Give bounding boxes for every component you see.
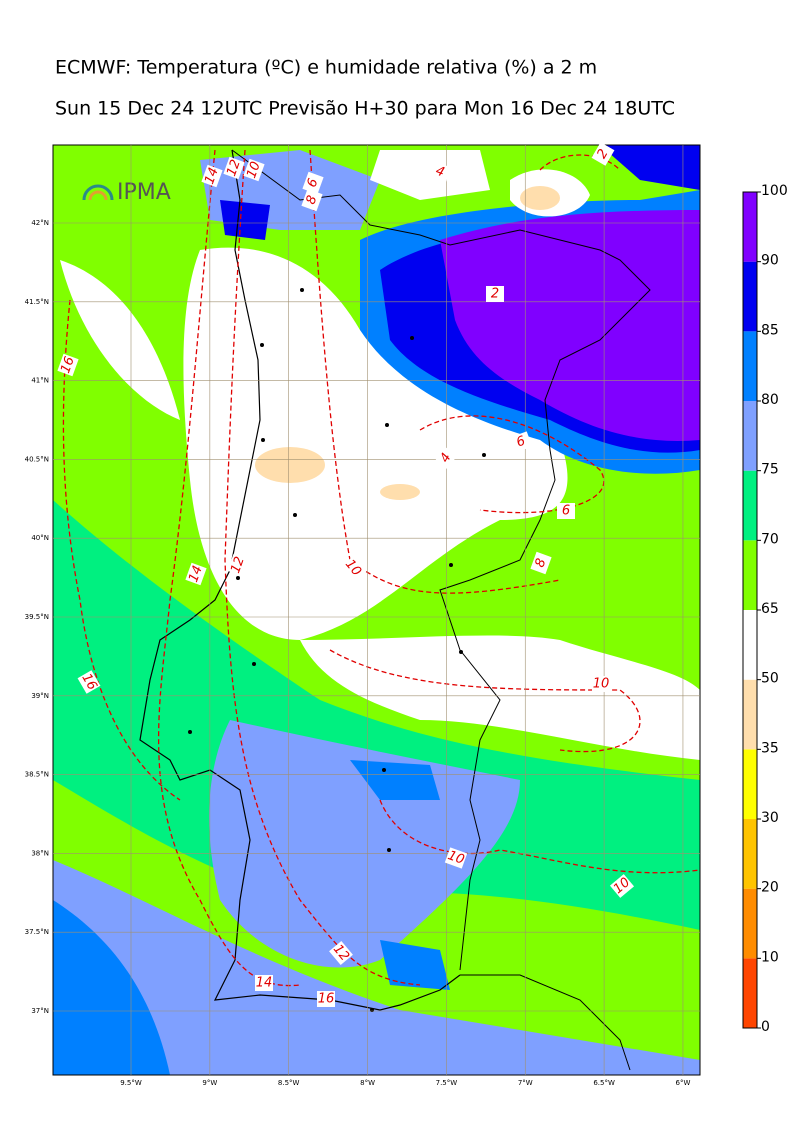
subtitle: Sun 15 Dec 24 12UTC Previsão H+30 para M… bbox=[55, 98, 675, 120]
lat-tick-label: 37°N bbox=[31, 1007, 49, 1015]
contour-label-bg bbox=[185, 562, 207, 586]
title: ECMWF: Temperatura (ºC) e humidade relat… bbox=[55, 57, 597, 79]
contour-label-bg bbox=[444, 847, 468, 869]
contour-label: 6 bbox=[562, 504, 570, 519]
colorbar-label: 0 bbox=[761, 1019, 770, 1035]
contour-label: 16 bbox=[318, 992, 335, 1007]
lon-tick-label: 8°W bbox=[360, 1079, 375, 1087]
colorbar-label: 70 bbox=[761, 531, 779, 547]
colorbar-label: 100 bbox=[761, 183, 788, 199]
contour-label-bg bbox=[434, 446, 458, 470]
lat-tick-label: 40°N bbox=[31, 534, 49, 542]
contour-label-bg bbox=[227, 553, 249, 577]
lat-tick-label: 41.5°N bbox=[25, 298, 49, 306]
colorbar-segment bbox=[743, 331, 757, 401]
lat-tick-label: 38.5°N bbox=[25, 771, 49, 779]
contour-label: 12 bbox=[224, 158, 244, 179]
contour-label-bg bbox=[301, 188, 323, 212]
contour-label-bg bbox=[255, 975, 273, 991]
colorbar-segment bbox=[743, 401, 757, 471]
contour-label: 16 bbox=[78, 671, 99, 693]
colorbar-segment bbox=[743, 888, 757, 959]
colorbar-label: 75 bbox=[761, 462, 779, 478]
lon-tick-label: 9.5°W bbox=[120, 1079, 142, 1087]
contour-label-bg bbox=[302, 171, 324, 195]
contour-label-bg bbox=[317, 991, 335, 1007]
colorbar-segment bbox=[743, 958, 757, 1028]
colorbar-label: 65 bbox=[761, 601, 779, 617]
contour-label: 10 bbox=[593, 677, 610, 692]
colorbar-segment bbox=[743, 540, 757, 610]
contour-label: 10 bbox=[244, 160, 264, 181]
contour-label-bg bbox=[530, 551, 552, 575]
colorbar-segment bbox=[743, 470, 757, 541]
contour-label-bg bbox=[329, 940, 353, 966]
lon-tick-label: 9°W bbox=[202, 1079, 217, 1087]
lon-tick-label: 8.5°W bbox=[278, 1079, 300, 1087]
lon-tick-label: 6.5°W bbox=[593, 1079, 615, 1087]
contour-label-bg bbox=[243, 158, 265, 182]
lon-tick-label: 7.5°W bbox=[436, 1079, 458, 1087]
contour-label: 14 bbox=[202, 166, 222, 187]
lat-tick-label: 39.5°N bbox=[25, 613, 49, 621]
colorbar-label: 20 bbox=[761, 880, 779, 896]
colorbar-label: 80 bbox=[761, 392, 779, 408]
lat-tick-label: 41°N bbox=[31, 377, 49, 385]
colorbar-segment bbox=[743, 749, 757, 819]
map-field bbox=[53, 145, 700, 1075]
contour-label-bg bbox=[428, 161, 452, 183]
contour-label: 12 bbox=[228, 555, 248, 576]
contour-label-bg bbox=[201, 164, 223, 188]
colorbar-segment bbox=[743, 679, 757, 750]
colorbar-label: 90 bbox=[761, 253, 779, 269]
colorbar-segment bbox=[743, 610, 757, 680]
contour-label-bg bbox=[592, 676, 610, 692]
contour-label: 10 bbox=[446, 848, 467, 868]
lat-tick-label: 37.5°N bbox=[25, 928, 49, 936]
colorbar-segment bbox=[743, 819, 757, 889]
colorbar-label: 50 bbox=[761, 671, 779, 687]
lon-tick-label: 6°W bbox=[676, 1079, 691, 1087]
contour-label-bg bbox=[557, 503, 575, 519]
contour-label-bg bbox=[486, 286, 504, 302]
lat-tick-label: 40.5°N bbox=[25, 455, 49, 463]
lat-tick-label: 38°N bbox=[31, 849, 49, 857]
colorbar-label: 30 bbox=[761, 810, 779, 826]
contour-label: 2 bbox=[491, 287, 499, 302]
lat-tick-label: 42°N bbox=[31, 219, 49, 227]
contour-label-bg bbox=[609, 874, 635, 898]
contour-label-bg bbox=[509, 431, 533, 453]
contour-label-bg bbox=[223, 156, 245, 180]
contour-label-bg bbox=[57, 353, 79, 377]
colorbar-segment bbox=[743, 261, 757, 332]
lat-tick-label: 39°N bbox=[31, 692, 49, 700]
colorbar-label: 10 bbox=[761, 949, 779, 965]
map-frame bbox=[52, 144, 701, 1076]
colorbar-label: 35 bbox=[761, 740, 779, 756]
colorbar-segment bbox=[743, 192, 757, 262]
contour-label: 14 bbox=[186, 564, 206, 585]
logo-text: IPMA bbox=[117, 180, 171, 205]
contour-label-bg bbox=[77, 670, 101, 694]
contour-label-bg bbox=[591, 142, 615, 166]
contour-label-bg bbox=[341, 555, 365, 581]
lon-tick-label: 7°W bbox=[518, 1079, 533, 1087]
logo: IPMA bbox=[82, 180, 171, 205]
colorbar-label: 85 bbox=[761, 322, 779, 338]
contour-label: 14 bbox=[256, 976, 273, 991]
contour-label: 16 bbox=[58, 355, 78, 376]
